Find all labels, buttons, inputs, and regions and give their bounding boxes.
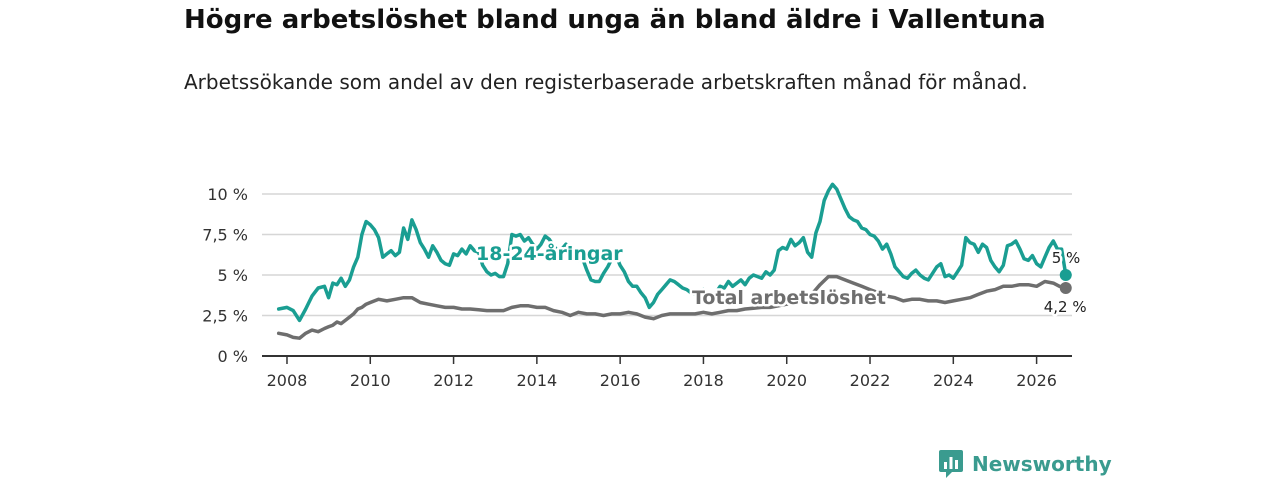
- x-tick-label: 2014: [516, 371, 557, 390]
- series-line-total: [276, 274, 1068, 340]
- x-tick-label: 2008: [267, 371, 308, 390]
- y-tick-label: 0 %: [218, 347, 248, 366]
- x-tick-label: 2012: [433, 371, 474, 390]
- series-label-total: Total arbetslöshet: [692, 287, 886, 309]
- end-value-total-halo: 4,2 %: [1044, 298, 1087, 316]
- axes: 0 % 2,5 % 5 % 7,5 % 10 % 2008 2010 2012 2014 2016…: [202, 185, 1072, 390]
- y-tick-label: 2,5 %: [202, 307, 248, 326]
- series-lines: [276, 182, 1072, 340]
- chart-subtitle: Arbetssökande som andel av den registerb…: [184, 70, 1028, 94]
- x-tick-label: 2010: [350, 371, 391, 390]
- y-tick-label: 7,5 %: [202, 226, 248, 245]
- brand-name: Newsworthy: [972, 452, 1112, 476]
- series-endpoint-youth: [1059, 269, 1072, 281]
- y-tick-label: 10 %: [207, 185, 248, 204]
- y-tick-label: 5 %: [218, 266, 248, 285]
- newsworthy-logo-icon: [939, 450, 963, 478]
- x-tick-label: 2026: [1016, 371, 1057, 390]
- end-value-youth: 5 %: [1052, 249, 1081, 267]
- end-value-total: 4,2 %: [1044, 298, 1087, 316]
- series-label-total-halo: Total arbetslöshet: [692, 287, 886, 309]
- x-tick-label: 2020: [766, 371, 807, 390]
- x-tick-label: 2024: [933, 371, 974, 390]
- chart-title: Högre arbetslöshet bland unga än bland ä…: [184, 5, 1046, 35]
- end-value-youth-halo: 5 %: [1052, 249, 1081, 267]
- x-tick-label: 2018: [683, 371, 724, 390]
- series-label-youth-halo: 18-24-åringar: [476, 241, 623, 265]
- brand: Newsworthy: [938, 448, 1112, 480]
- x-tick-label: 2022: [850, 371, 891, 390]
- series-endpoint-total: [1059, 281, 1072, 294]
- series-line-youth: [276, 182, 1068, 323]
- x-tick-label: 2016: [600, 371, 641, 390]
- series-label-youth: 18-24-åringar: [476, 241, 623, 265]
